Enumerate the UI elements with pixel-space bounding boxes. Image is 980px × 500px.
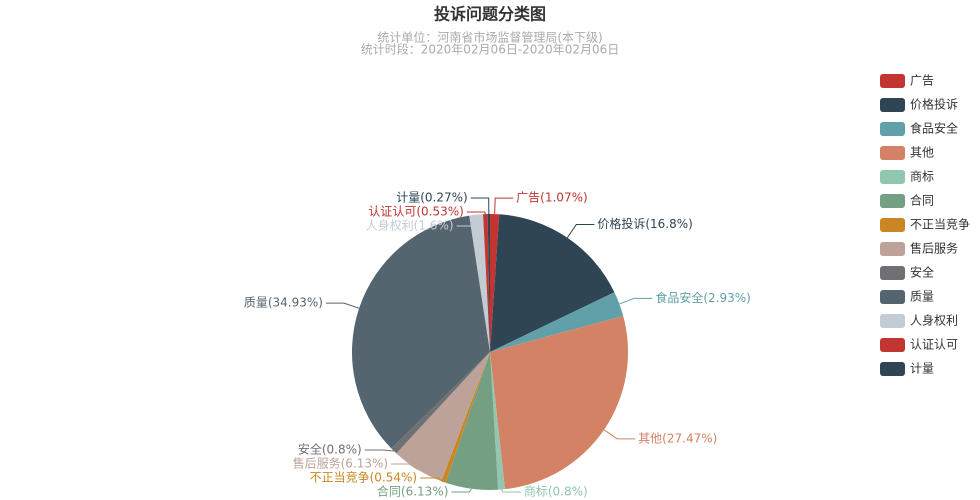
label-leader bbox=[619, 297, 653, 305]
pie-slice bbox=[490, 214, 615, 352]
label-leader bbox=[325, 302, 360, 309]
label-leader bbox=[494, 197, 514, 215]
legend-swatch[interactable] bbox=[880, 266, 905, 280]
data-label: 不正当竞争(0.54%) bbox=[310, 471, 418, 485]
label-leader bbox=[566, 223, 595, 238]
legend-swatch[interactable] bbox=[880, 146, 905, 160]
data-label: 安全(0.8%) bbox=[298, 442, 362, 457]
pie-slice bbox=[396, 352, 490, 482]
pie-slice bbox=[352, 215, 490, 449]
legend-swatch[interactable] bbox=[880, 314, 905, 328]
data-label: 食品安全(2.93%) bbox=[655, 290, 751, 305]
data-label: 价格投诉(16.8%) bbox=[597, 216, 693, 231]
legend-label[interactable]: 售后服务 bbox=[910, 241, 958, 256]
pie-slice bbox=[469, 214, 490, 352]
data-label: 其他(27.47%) bbox=[638, 431, 717, 445]
label-leader bbox=[420, 477, 444, 483]
legend-swatch[interactable] bbox=[880, 218, 905, 232]
legend-swatch[interactable] bbox=[880, 74, 905, 88]
data-label: 合同(6.13%) bbox=[377, 484, 449, 499]
legend-label[interactable]: 安全 bbox=[910, 265, 934, 280]
chart-title: 投诉问题分类图 bbox=[434, 5, 546, 24]
data-label: 广告(1.07%) bbox=[516, 191, 588, 205]
label-leader bbox=[451, 488, 472, 493]
chart-subtitle: 统计时段：2020年02月06日-2020年02月06日 bbox=[361, 42, 620, 57]
legend-label[interactable]: 合同 bbox=[910, 193, 934, 208]
pie-slice bbox=[441, 352, 490, 483]
legend-label[interactable]: 计量 bbox=[910, 362, 934, 376]
legend-swatch[interactable] bbox=[880, 290, 905, 304]
pie-slice bbox=[391, 352, 490, 454]
label-leader bbox=[364, 449, 394, 452]
legend-swatch[interactable] bbox=[880, 362, 905, 376]
pie-slice bbox=[445, 352, 499, 491]
chart-subtitle: 统计单位：河南省市场监督管理局(本下级) bbox=[377, 30, 602, 45]
legend-swatch[interactable] bbox=[880, 122, 905, 136]
data-label: 商标(0.8%) bbox=[524, 484, 588, 499]
label-leader bbox=[456, 214, 477, 227]
label-leader bbox=[470, 197, 490, 215]
legend-label[interactable]: 其他 bbox=[910, 146, 934, 160]
legend-label[interactable]: 质量 bbox=[910, 290, 934, 304]
data-label: 售后服务(6.13%) bbox=[293, 456, 389, 471]
pie-slice bbox=[483, 214, 490, 352]
pie-slice bbox=[490, 292, 624, 352]
legend-swatch[interactable] bbox=[880, 338, 905, 352]
pie-slice bbox=[490, 316, 628, 490]
legend-label[interactable]: 价格投诉 bbox=[910, 97, 958, 112]
legend-label[interactable]: 食品安全 bbox=[910, 121, 958, 136]
pie-slice bbox=[487, 214, 490, 352]
legend-swatch[interactable] bbox=[880, 194, 905, 208]
label-leader bbox=[501, 489, 521, 493]
legend-swatch[interactable] bbox=[880, 170, 905, 184]
legend-label[interactable]: 人身权利 bbox=[910, 313, 958, 328]
data-label: 认证认可(0.53%) bbox=[368, 205, 464, 219]
pie-slice bbox=[490, 214, 500, 352]
data-label: 质量(34.93%) bbox=[244, 296, 323, 310]
data-label: 人身权利(1.6%) bbox=[366, 218, 454, 233]
label-leader bbox=[466, 211, 486, 215]
data-label: 计量(0.27%) bbox=[396, 191, 468, 205]
legend-label[interactable]: 商标 bbox=[910, 169, 934, 184]
pie-slice bbox=[490, 352, 505, 490]
legend-label[interactable]: 广告 bbox=[910, 74, 934, 88]
legend-swatch[interactable] bbox=[880, 98, 905, 112]
label-leader bbox=[391, 463, 418, 470]
label-leader bbox=[603, 429, 636, 440]
legend-swatch[interactable] bbox=[880, 242, 905, 256]
legend-label[interactable]: 不正当竞争 bbox=[910, 218, 970, 232]
legend-label[interactable]: 认证认可 bbox=[910, 338, 958, 352]
